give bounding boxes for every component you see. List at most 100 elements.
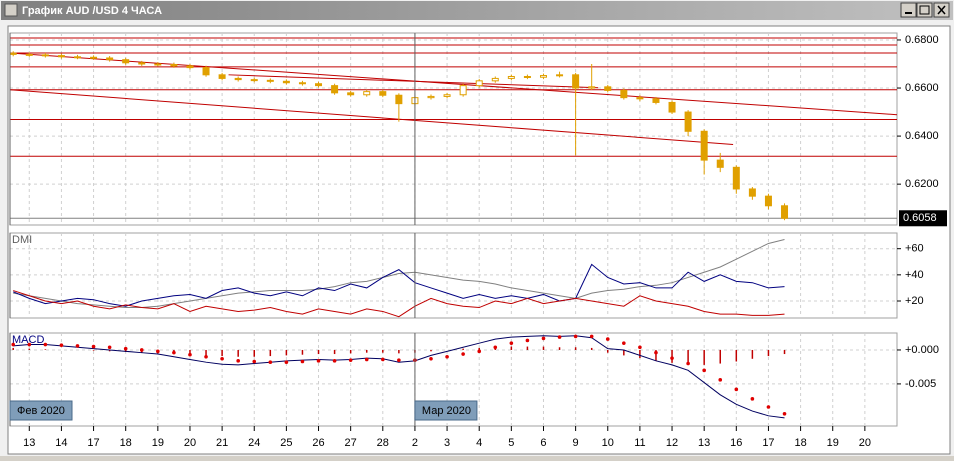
y-tick-label: +40 <box>905 269 924 281</box>
y-tick-label: 0.6400 <box>905 130 939 142</box>
signal-dot <box>11 342 16 347</box>
candle-body <box>331 85 339 94</box>
signal-dot <box>766 405 771 409</box>
candle-body <box>138 62 146 65</box>
x-tick-label: 20 <box>184 437 196 449</box>
signal-dot <box>156 349 160 354</box>
signal-dot <box>461 352 465 356</box>
signal-dot <box>268 360 273 364</box>
candle-body <box>523 75 531 78</box>
y-tick-label: 0.6600 <box>905 82 939 94</box>
indicator-line <box>13 290 785 318</box>
candle-body <box>652 98 660 103</box>
candle-body <box>588 86 596 89</box>
candle-body <box>73 56 81 59</box>
candle-body <box>572 74 580 89</box>
x-tick-label: 28 <box>377 437 389 449</box>
indicator-line <box>13 263 785 307</box>
signal-dot <box>316 359 321 363</box>
signal-dot <box>380 357 385 362</box>
signal-dot <box>27 342 32 347</box>
candle-body <box>106 57 114 61</box>
candle-body <box>90 56 98 59</box>
candle-body <box>298 82 306 85</box>
x-tick-label: 10 <box>602 437 614 449</box>
x-tick-label: 3 <box>444 437 450 449</box>
x-tick-label: 18 <box>120 437 132 449</box>
candle-body <box>250 79 258 82</box>
month-label-box <box>9 400 73 421</box>
candle-body <box>748 188 756 197</box>
signal-dot <box>477 349 482 354</box>
signal-dot <box>220 356 224 361</box>
x-tick-label: 19 <box>827 437 839 449</box>
signal-dot <box>236 359 240 363</box>
candle-body <box>604 86 612 91</box>
candle-body <box>684 111 692 132</box>
y-tick-label: +20 <box>905 295 924 307</box>
signal-dot <box>782 411 787 416</box>
signal-dot <box>734 387 739 392</box>
x-tick-label: 26 <box>312 437 324 449</box>
signal-dot <box>252 359 257 364</box>
signal-dot <box>91 344 96 349</box>
signal-dot <box>364 357 369 362</box>
candle-body <box>57 55 65 58</box>
candle-body <box>202 67 210 76</box>
candle-body <box>491 77 499 82</box>
x-tick-label: 9 <box>573 437 579 449</box>
signal-dot <box>557 335 562 339</box>
signal-dot <box>59 343 64 348</box>
signal-dot <box>702 368 706 373</box>
maximize-glyph <box>919 5 930 15</box>
candle-body <box>620 89 628 99</box>
signal-dot <box>284 360 289 364</box>
x-tick-label: 18 <box>794 437 806 449</box>
x-tick-label: 21 <box>216 437 228 449</box>
candle-body <box>218 74 226 79</box>
signal-dot <box>123 346 128 351</box>
signal-dot <box>204 354 208 359</box>
y-tick-label: +60 <box>905 243 924 255</box>
window-buttons[interactable] <box>900 2 950 18</box>
candle-body <box>186 65 194 69</box>
x-tick-label: 25 <box>280 437 292 449</box>
candle-body <box>395 94 403 105</box>
signal-dot <box>300 359 305 364</box>
x-tick-label: 19 <box>152 437 164 449</box>
x-tick-label: 11 <box>634 437 645 449</box>
signal-dot <box>348 358 353 362</box>
signal-dot <box>750 397 755 401</box>
x-tick-label: 17 <box>87 437 99 449</box>
candle-body <box>539 75 547 78</box>
panel-title: DMI <box>12 234 32 246</box>
signal-dot <box>605 337 610 341</box>
signal-dot <box>686 361 690 366</box>
month-label: Фев 2020 <box>17 405 65 417</box>
candle-body <box>154 63 162 66</box>
maximize-button[interactable] <box>916 2 933 18</box>
candle-body <box>170 63 178 67</box>
y-tick-label: 0.6800 <box>905 34 939 46</box>
signal-dot <box>638 345 642 350</box>
signal-dot <box>75 344 80 348</box>
candle-body <box>122 59 130 64</box>
signal-dot <box>622 341 626 345</box>
candle-body <box>427 95 435 99</box>
candle-body <box>781 205 789 219</box>
candle-body <box>668 101 676 113</box>
signal-dot <box>43 342 48 347</box>
window-title: График AUD /USD 4 ЧАСА <box>22 5 162 17</box>
candle-body <box>347 92 355 96</box>
x-tick-label: 2 <box>412 437 418 449</box>
x-tick-label: 5 <box>508 437 514 449</box>
trend-line <box>228 74 599 89</box>
candle-body <box>732 166 740 190</box>
bid-label-box <box>899 210 947 227</box>
close-glyph <box>937 5 946 15</box>
x-tick-label: 12 <box>666 437 678 449</box>
minimize-button[interactable] <box>900 2 917 18</box>
candle-body <box>315 83 323 87</box>
signal-dot <box>445 354 449 359</box>
window-icon <box>4 3 18 17</box>
